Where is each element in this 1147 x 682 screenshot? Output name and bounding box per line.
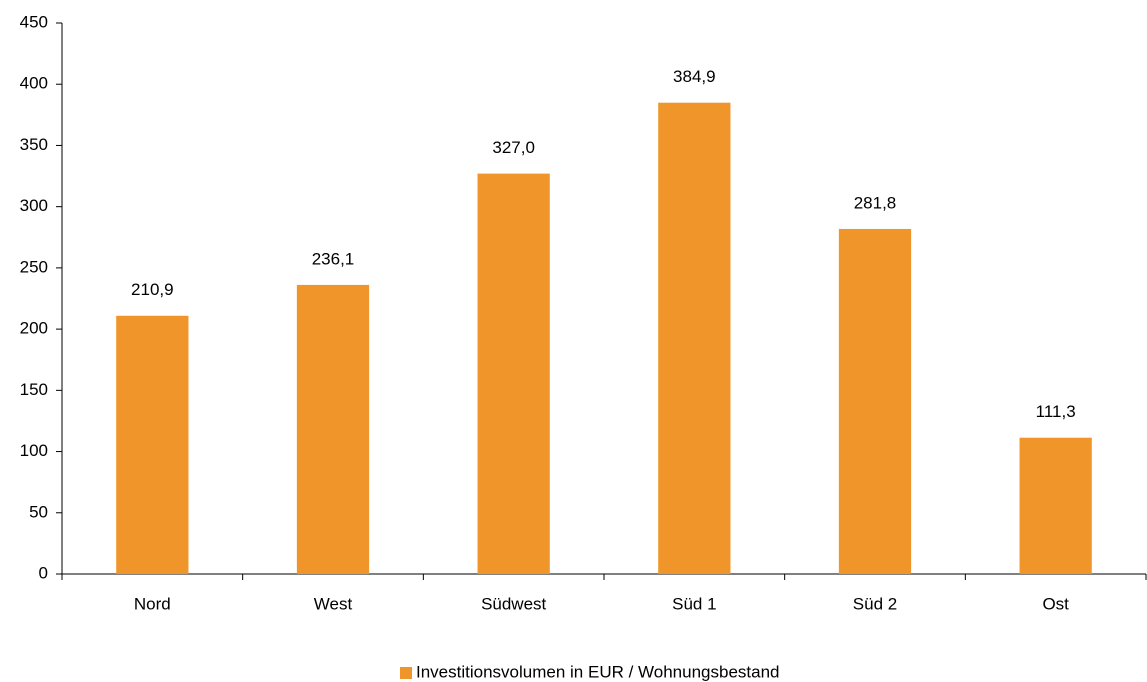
y-tick-label: 100 <box>20 441 48 460</box>
x-tick-label: Ost <box>1042 594 1069 613</box>
x-tick-label: Süd 2 <box>853 594 897 613</box>
bar <box>116 315 189 574</box>
y-tick-label: 350 <box>20 135 48 154</box>
x-tick-label: West <box>314 594 353 613</box>
y-tick-label: 400 <box>20 74 48 93</box>
bar <box>838 228 912 575</box>
value-label: 210,9 <box>131 280 174 299</box>
y-tick-label: 450 <box>20 12 48 31</box>
y-tick-label: 50 <box>29 502 48 521</box>
value-label: 384,9 <box>673 67 716 86</box>
x-tick-label: Nord <box>134 594 171 613</box>
x-tick-label: Süd 1 <box>672 594 716 613</box>
value-label: 236,1 <box>312 249 355 268</box>
value-label: 111,3 <box>1036 402 1076 421</box>
legend-swatch <box>400 667 412 679</box>
x-tick-label: Südwest <box>481 594 546 613</box>
bar <box>1019 437 1092 574</box>
bar <box>477 173 550 574</box>
value-label: 281,8 <box>854 193 897 212</box>
y-tick-label: 200 <box>20 319 48 338</box>
y-tick-label: 0 <box>39 563 48 582</box>
y-tick-label: 300 <box>20 196 48 215</box>
value-label: 327,0 <box>492 138 535 157</box>
legend-label: Investitionsvolumen in EUR / Wohnungsbes… <box>416 662 780 681</box>
y-tick-label: 150 <box>20 380 48 399</box>
bar <box>658 102 731 574</box>
y-tick-label: 250 <box>20 257 48 276</box>
bar <box>296 284 370 574</box>
